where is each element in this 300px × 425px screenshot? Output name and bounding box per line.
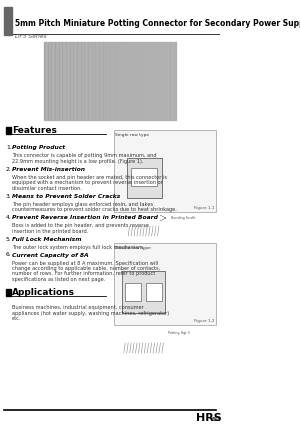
Text: HRS: HRS: [196, 413, 222, 423]
Text: Power can be supplied at 8 A maximum. Specification will: Power can be supplied at 8 A maximum. Sp…: [12, 261, 158, 266]
Text: insertion in the printed board.: insertion in the printed board.: [12, 229, 88, 233]
Text: 1.: 1.: [6, 145, 12, 150]
Text: When the socket and pin header are mated, this connector is: When the socket and pin header are mated…: [12, 175, 167, 179]
Bar: [146, 283, 162, 301]
Text: Boss is added to the pin header, and prevents reverse: Boss is added to the pin header, and pre…: [12, 223, 149, 228]
Text: Potting Product: Potting Product: [12, 145, 65, 150]
Text: Current Capacity of 8A: Current Capacity of 8A: [12, 252, 88, 258]
Text: Features: Features: [13, 126, 57, 135]
Bar: [6, 289, 11, 296]
Text: dissimilar contact insertion.: dissimilar contact insertion.: [12, 185, 82, 190]
Text: B85: B85: [211, 417, 222, 422]
Text: 5mm Pitch Miniature Potting Connector for Secondary Power Supply: 5mm Pitch Miniature Potting Connector fo…: [15, 19, 300, 28]
Text: change according to applicable cable, number of contacts,: change according to applicable cable, nu…: [12, 266, 160, 271]
Bar: [113, 243, 216, 325]
Text: countermeasures to prevent solder cracks due to heat shrinkage.: countermeasures to prevent solder cracks…: [12, 207, 177, 212]
Text: Single row type: Single row type: [115, 133, 149, 137]
Text: Figure 1-1: Figure 1-1: [194, 206, 214, 210]
Bar: [113, 130, 216, 212]
Text: DF5 Series: DF5 Series: [15, 34, 46, 39]
Bar: [131, 168, 158, 186]
Text: Double row type: Double row type: [115, 246, 151, 250]
Bar: [6, 127, 11, 134]
Text: etc.: etc.: [12, 316, 21, 321]
Text: 4.: 4.: [6, 215, 11, 220]
Text: 3.: 3.: [6, 193, 11, 198]
Bar: [44, 42, 176, 120]
Text: 2.: 2.: [6, 167, 12, 172]
Text: Means to Prevent Solder Cracks: Means to Prevent Solder Cracks: [12, 193, 120, 198]
Text: Prevent Reverse Insertion in Printed Board: Prevent Reverse Insertion in Printed Boa…: [12, 215, 158, 220]
Text: 6.: 6.: [6, 252, 11, 258]
Bar: [4, 7, 12, 35]
Text: Prevent Mis-insertion: Prevent Mis-insertion: [12, 167, 85, 172]
Text: specifications as listed on next page.: specifications as listed on next page.: [12, 277, 105, 282]
Bar: [122, 271, 165, 313]
Text: Business machines, industrial equipment, consumer: Business machines, industrial equipment,…: [12, 305, 143, 310]
Bar: [127, 158, 162, 198]
Text: Figure 1-2: Figure 1-2: [194, 319, 214, 323]
Text: 5.: 5.: [6, 236, 12, 241]
Text: The outer lock system employs full lock mechanism.: The outer lock system employs full lock …: [12, 244, 144, 249]
Text: number of rows. For further information, refer to product: number of rows. For further information,…: [12, 272, 155, 277]
Text: This connector is capable of potting 9mm maximum, and: This connector is capable of potting 9mm…: [12, 153, 156, 158]
Text: 22.9mm mounting height is a low profile. (Figure 1).: 22.9mm mounting height is a low profile.…: [12, 159, 143, 164]
Bar: [125, 283, 141, 301]
Text: appliances (hot water supply, washing machines, refrigerator): appliances (hot water supply, washing ma…: [12, 311, 169, 315]
Text: Full Lock Mechanism: Full Lock Mechanism: [12, 236, 81, 241]
Text: Bonding Scufit: Bonding Scufit: [171, 216, 195, 220]
Text: The pin header employs glass enforced resin, and takes: The pin header employs glass enforced re…: [12, 201, 153, 207]
Text: equipped with a mechanism to prevent reverse insertion or: equipped with a mechanism to prevent rev…: [12, 180, 163, 185]
Text: Potting Hgt.(): Potting Hgt.(): [168, 331, 190, 335]
Text: Applications: Applications: [13, 288, 76, 297]
